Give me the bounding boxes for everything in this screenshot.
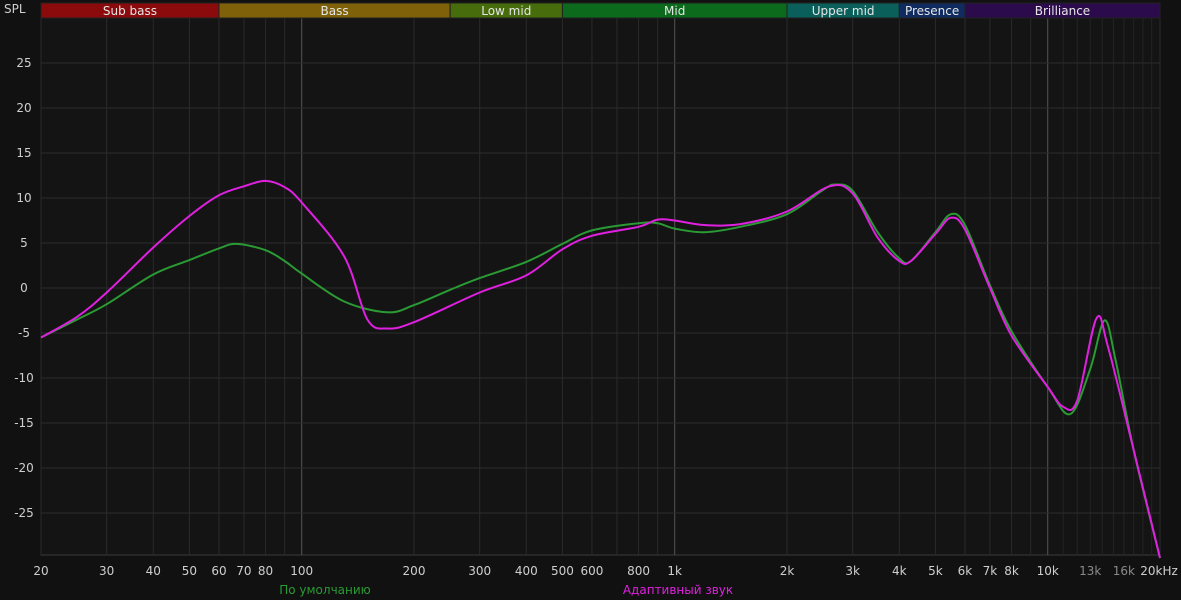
grid (40, 17, 1161, 556)
x-tick-label: 70 (236, 564, 251, 578)
x-tick-label: 200 (403, 564, 426, 578)
band-label: Low mid (481, 4, 531, 18)
y-tick-label: 10 (16, 191, 31, 205)
y-tick-label: 0 (20, 281, 28, 295)
y-ticks: 25 20 15 10 5 0 -5 -10 -15 -20 -25 (14, 56, 34, 520)
band-label: Bass (321, 4, 349, 18)
x-tick-label: 50 (182, 564, 197, 578)
band-label: Brilliance (1035, 4, 1090, 18)
x-tick-label: 6k (958, 564, 973, 578)
y-tick-label: 20 (16, 101, 31, 115)
x-ticks: 20 30 40 50 60 70 80 100 200 300 400 500 600 800 1k 2k 3… (33, 564, 1177, 578)
x-tick-label: 60 (211, 564, 226, 578)
x-tick-label: 100 (290, 564, 313, 578)
x-tick-label: 400 (515, 564, 538, 578)
legend: По умолчанию Адаптивный звук (279, 583, 733, 597)
band-brilliance (964, 2, 1161, 19)
x-tick-label: 3k (845, 564, 860, 578)
x-tick-label: 13k (1079, 564, 1101, 578)
x-tick-label: 600 (581, 564, 604, 578)
plot-area (40, 17, 1161, 556)
y-axis-label: SPL (4, 2, 26, 16)
y-tick-label: -20 (14, 461, 34, 475)
x-tick-label: 300 (468, 564, 491, 578)
x-tick-label: 2k (780, 564, 795, 578)
x-tick-label: 40 (146, 564, 161, 578)
y-tick-label: 5 (20, 236, 28, 250)
band-label: Mid (664, 4, 685, 18)
x-tick-label: 7k (983, 564, 998, 578)
x-tick-label: 16k (1113, 564, 1135, 578)
band-label: Presence (905, 4, 959, 18)
y-tick-label: -10 (14, 371, 34, 385)
x-tick-label: 20 (33, 564, 48, 578)
legend-default[interactable]: По умолчанию (279, 583, 371, 597)
y-tick-label: -25 (14, 506, 34, 520)
frequency-bands: Sub bass Bass Low mid Mid Upper mid Presence B… (40, 2, 1161, 19)
x-tick-label: 10k (1037, 564, 1059, 578)
x-tick-label: 4k (892, 564, 907, 578)
band-label: Sub bass (103, 4, 157, 18)
series-line-1 (40, 179, 1161, 559)
legend-adaptive-sound[interactable]: Адаптивный звук (623, 583, 733, 597)
band-label: Upper mid (812, 4, 875, 18)
x-tick-label: 8k (1004, 564, 1019, 578)
x-tick-label: 20kHz (1140, 564, 1178, 578)
y-tick-label: 15 (16, 146, 31, 160)
y-tick-label: -15 (14, 416, 34, 430)
x-tick-label: 800 (627, 564, 650, 578)
x-tick-label: 30 (99, 564, 114, 578)
x-tick-label: 1k (667, 564, 682, 578)
x-tick-label: 80 (258, 564, 273, 578)
y-tick-label: 25 (16, 56, 31, 70)
y-tick-label: -5 (18, 326, 30, 340)
x-tick-label: 5k (928, 564, 943, 578)
series-lines (40, 179, 1161, 559)
x-tick-label: 500 (551, 564, 574, 578)
